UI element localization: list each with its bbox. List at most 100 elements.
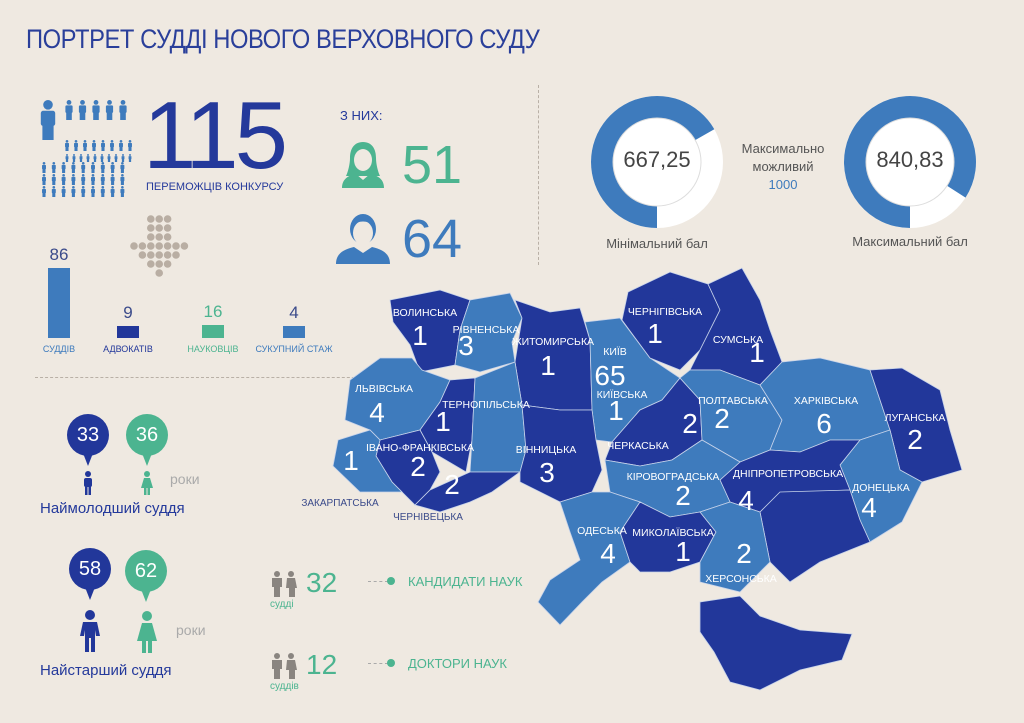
bar	[117, 326, 139, 338]
max-score-value: 840,83	[876, 147, 944, 172]
region-count: 6	[816, 408, 832, 439]
people-grid-icon	[40, 100, 132, 197]
winners-count: 115	[143, 82, 288, 189]
connector-line	[368, 581, 388, 582]
region-count: 2	[907, 424, 923, 455]
max-score-label: Максимальний бал	[852, 234, 968, 249]
region-name: КІРОВОГРАДСЬКА	[627, 471, 720, 483]
region-count: 2	[444, 469, 460, 500]
female-figure-icon	[141, 471, 153, 495]
donut-fill	[844, 95, 976, 228]
gender-heading: З НИХ:	[340, 108, 383, 123]
dot	[155, 260, 163, 268]
region-count: 1	[412, 320, 428, 351]
region-count: 2	[675, 480, 691, 511]
region-name: ХЕРСОНСЬКА	[705, 573, 777, 585]
dot	[130, 242, 138, 250]
dot	[155, 224, 163, 232]
min-score-value: 667,25	[623, 147, 691, 172]
map-region	[699, 501, 771, 593]
map-region	[759, 489, 871, 583]
region-count: 1	[540, 350, 556, 381]
male-figure-icon	[80, 610, 100, 652]
female-figure-icon	[137, 611, 157, 653]
region-count: 65	[594, 360, 625, 391]
dot	[180, 242, 189, 250]
region-name: СУМСЬКА	[713, 334, 763, 346]
region-count: 4	[369, 397, 385, 428]
dot	[172, 251, 180, 259]
bar-value: 9	[123, 303, 133, 322]
dot	[147, 233, 155, 241]
bullet-dot	[387, 577, 395, 585]
region-name: ЧЕРКАСЬКА	[607, 440, 669, 452]
degree-unit: судді	[270, 599, 294, 610]
dot	[147, 242, 155, 250]
dot	[155, 242, 163, 250]
map-region	[869, 367, 963, 483]
arrow-down-dots-icon	[130, 215, 189, 277]
region-name: ЧЕРНІВЕЦЬКА	[393, 512, 463, 523]
region-name: ХАРКІВСЬКА	[794, 395, 858, 407]
oldest-male-age-pin: 58	[69, 548, 111, 600]
judges-pair-icon	[272, 653, 297, 679]
male-figure-icon	[84, 471, 92, 495]
dot	[163, 215, 172, 223]
region-count: 1	[608, 395, 624, 426]
map-region	[619, 501, 717, 573]
region-count: 2	[682, 408, 698, 439]
bar	[202, 324, 224, 338]
bullet-dot	[387, 659, 395, 667]
bar-label: АДВОКАТІВ	[103, 344, 153, 354]
dot	[155, 215, 163, 223]
youngest-male-age: 33	[76, 424, 100, 446]
map-region	[332, 429, 403, 493]
dot	[138, 242, 147, 250]
degree-label: ДОКТОРИ НАУК	[408, 656, 507, 671]
degree-count: 32	[306, 567, 338, 598]
region-count: 3	[458, 330, 474, 361]
bar-value: 16	[203, 301, 223, 321]
region-name: ВОЛИНСЬКА	[393, 307, 457, 319]
region-name: КИЇВСЬКА	[597, 389, 648, 401]
region-name: МИКОЛАЇВСЬКА	[632, 527, 713, 539]
region-count: 1	[675, 536, 691, 567]
region-count: 1	[647, 318, 663, 349]
dot	[147, 215, 155, 223]
connector-line	[368, 663, 388, 664]
region-count: 4	[861, 492, 877, 523]
man-avatar-icon	[336, 214, 390, 264]
dot	[163, 242, 172, 250]
judges-pair-icon	[272, 571, 297, 597]
dot	[147, 251, 155, 259]
max-possible-label: Максимально можливий	[741, 141, 825, 174]
youngest-male-age-pin: 33	[67, 414, 109, 466]
region-count: 4	[738, 485, 754, 516]
oldest-female-age-pin: 62	[125, 550, 167, 602]
bar-value: 4	[289, 303, 299, 322]
region-count: 2	[410, 451, 426, 482]
dot	[147, 260, 155, 268]
dot	[163, 260, 172, 268]
donut-fill	[591, 96, 715, 228]
bar	[48, 268, 70, 338]
youngest-unit: роки	[170, 471, 200, 487]
dot	[155, 233, 163, 241]
divider	[538, 85, 539, 265]
bar-value: 86	[49, 245, 69, 264]
men-count: 64	[402, 209, 463, 269]
region-name: ЛЬВІВСЬКА	[355, 383, 413, 395]
region-count: 2	[736, 538, 752, 569]
divider	[35, 377, 380, 378]
donut-center	[612, 117, 702, 207]
dot	[155, 251, 163, 259]
max-score-donut	[844, 95, 976, 228]
min-score-donut	[591, 96, 723, 228]
youngest-female-age: 36	[135, 424, 159, 446]
youngest-label: Наймолодший суддя	[40, 500, 185, 517]
winners-label: ПЕРЕМОЖЦІВ КОНКУРСУ	[146, 181, 284, 193]
region-count: 4	[600, 538, 616, 569]
region-count: 1	[749, 337, 765, 368]
oldest-unit: роки	[176, 622, 206, 638]
